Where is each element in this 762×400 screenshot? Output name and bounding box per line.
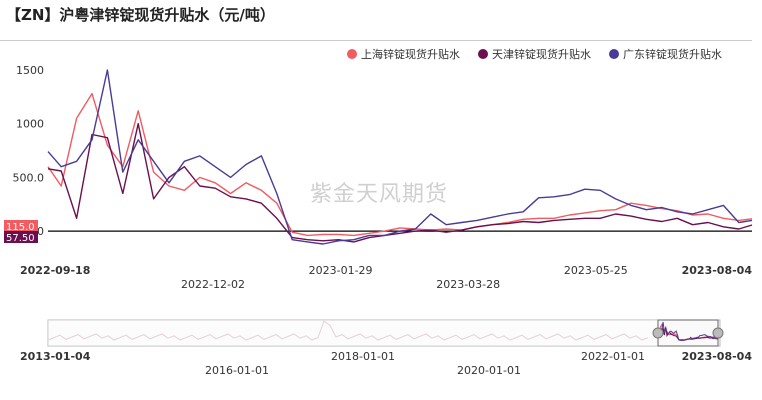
title-divider bbox=[0, 40, 752, 41]
y-tick-label: 1000 bbox=[16, 118, 44, 131]
last-value-label: 115.0 bbox=[6, 222, 35, 233]
x-tick-label: 2023-01-29 bbox=[309, 264, 373, 277]
legend-item-shanghai[interactable]: 上海锌锭现货升贴水 bbox=[347, 46, 460, 62]
last-value-badge bbox=[4, 220, 38, 232]
x-tick-label: 2023-05-25 bbox=[564, 264, 628, 277]
x-tick-label: 2022-12-02 bbox=[181, 278, 245, 291]
navigator-handle-right[interactable] bbox=[712, 327, 724, 339]
navigator-tick-label: 2016-01-01 bbox=[205, 364, 269, 377]
legend-label: 上海锌锭现货升贴水 bbox=[361, 48, 460, 61]
navigator-series-line bbox=[657, 321, 719, 342]
x-tick-label: 2022-09-18 bbox=[20, 264, 90, 277]
x-tick-label: 2023-08-04 bbox=[682, 264, 753, 277]
chart-title: 【ZN】沪粤津锌锭现货升贴水（元/吨） bbox=[6, 6, 275, 24]
legend-item-tianjin[interactable]: 天津锌锭现货升贴水 bbox=[478, 46, 591, 62]
x-tick-label: 2023-03-28 bbox=[436, 278, 500, 291]
y-tick-label: 500.0 bbox=[13, 171, 45, 184]
watermark: 紫金天风期货 bbox=[310, 182, 449, 207]
legend-label: 广东锌锭现货升贴水 bbox=[623, 48, 722, 61]
series-line-1 bbox=[47, 122, 753, 243]
navigator-mask bbox=[48, 320, 658, 346]
legend-label: 天津锌锭现货升贴水 bbox=[492, 48, 591, 61]
series-line-0 bbox=[47, 92, 753, 237]
series-line-2 bbox=[47, 69, 753, 245]
last-value-badge bbox=[4, 231, 38, 243]
navigator-tick-label: 2022-01-01 bbox=[581, 350, 645, 363]
navigator-overview-line bbox=[47, 320, 649, 341]
navigator-frame bbox=[47, 319, 721, 347]
navigator-start-label: 2013-01-04 bbox=[20, 350, 91, 363]
navigator-end-label: 2023-08-04 bbox=[682, 350, 753, 363]
legend-marker bbox=[609, 49, 619, 59]
legend-item-guangdong[interactable]: 广东锌锭现货升贴水 bbox=[609, 46, 722, 62]
navigator-tick-label: 2020-01-01 bbox=[457, 364, 521, 377]
last-value-label: 57.50 bbox=[6, 233, 35, 244]
y-tick-label: 1500 bbox=[16, 64, 44, 77]
legend: 上海锌锭现货升贴水 天津锌锭现货升贴水 广东锌锭现货升贴水 bbox=[347, 46, 722, 62]
legend-marker bbox=[347, 49, 357, 59]
navigator-handle-left[interactable] bbox=[652, 327, 664, 339]
legend-marker bbox=[478, 49, 488, 59]
navigator-tick-label: 2018-01-01 bbox=[331, 350, 395, 363]
